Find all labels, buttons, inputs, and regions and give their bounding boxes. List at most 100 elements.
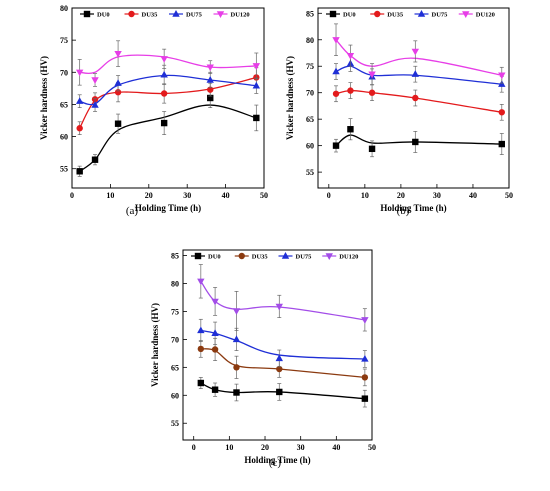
legend-marker [128, 10, 135, 18]
y-tick-label: 75 [171, 307, 179, 316]
legend-marker [238, 252, 245, 260]
series-line [335, 134, 502, 147]
series-line [200, 329, 365, 360]
legend-marker [374, 10, 381, 18]
legend-entry-du0: DU0 [97, 12, 110, 19]
series-du120 [75, 40, 261, 87]
series-line [200, 382, 365, 400]
data-point [276, 365, 283, 373]
data-point [160, 119, 168, 127]
legend-entry-du120: DU120 [476, 12, 495, 19]
y-tick-label: 55 [306, 168, 314, 177]
data-point [332, 67, 340, 75]
series-du75 [197, 318, 369, 368]
series-du35 [76, 67, 260, 135]
x-tick-label: 0 [192, 443, 196, 452]
data-point [76, 125, 83, 132]
panel-label: (a) [126, 205, 139, 217]
data-point [347, 87, 354, 94]
x-tick-label: 10 [361, 191, 369, 200]
data-point [211, 346, 219, 353]
x-tick-label: 50 [260, 191, 268, 200]
legend-entry-du0: DU0 [208, 254, 221, 261]
series-du35 [197, 337, 369, 387]
y-tick-label: 55 [171, 419, 179, 428]
y-tick-label: 80 [171, 280, 179, 289]
series-line [79, 104, 257, 172]
data-point [498, 80, 506, 87]
legend-entry-du75: DU75 [432, 12, 449, 19]
legend-marker [194, 252, 202, 260]
y-tick-label: 60 [60, 133, 68, 142]
legend: DU0 DU35 DU75 DU120 [191, 252, 358, 261]
legend-marker [325, 253, 333, 260]
y-tick-label: 65 [171, 363, 179, 372]
series-du0 [197, 377, 369, 408]
legend-marker [216, 11, 225, 18]
x-tick-label: 40 [469, 191, 477, 200]
data-point [91, 156, 99, 163]
data-point [114, 79, 122, 86]
data-point [114, 50, 122, 58]
y-tick-label: 70 [171, 335, 179, 344]
series-line [79, 76, 257, 129]
data-point [361, 395, 369, 402]
data-point [197, 278, 205, 286]
series-line [200, 280, 365, 321]
data-point [233, 364, 240, 371]
x-tick-label: 10 [225, 443, 233, 452]
data-point [411, 48, 420, 56]
data-point [206, 64, 214, 72]
series-line [335, 89, 502, 113]
y-tick-label: 80 [60, 4, 68, 13]
data-point [76, 168, 83, 175]
data-point [91, 101, 99, 108]
data-point [275, 303, 283, 311]
legend-entry-du35: DU35 [252, 254, 269, 261]
y-tick-label: 85 [171, 252, 179, 261]
y-tick-label: 60 [306, 142, 314, 151]
data-point [206, 76, 214, 83]
series-line [200, 348, 365, 379]
data-point [361, 354, 369, 362]
legend: DU0 DU35 DU75 DU120 [80, 10, 250, 19]
y-axis-title: Vicker hardness (HV) [285, 56, 295, 140]
data-point [368, 145, 376, 153]
data-point [91, 77, 99, 84]
y-tick-label: 60 [171, 391, 179, 400]
data-point [361, 374, 369, 381]
series-line [79, 74, 257, 106]
x-tick-label: 30 [183, 191, 191, 200]
x-tick-label: 20 [397, 191, 405, 200]
series-du35 [332, 82, 505, 121]
x-axis-title: Holding Time (h) [244, 455, 310, 465]
x-tick-label: 20 [145, 191, 153, 200]
y-tick-label: 55 [60, 165, 68, 174]
x-tick-label: 30 [297, 443, 305, 452]
series-du120 [197, 264, 369, 332]
data-point [114, 120, 122, 127]
x-tick-label: 10 [106, 191, 114, 200]
x-tick-label: 30 [433, 191, 441, 200]
series-line [79, 54, 257, 75]
data-point [207, 94, 214, 102]
x-tick-label: 50 [505, 191, 513, 200]
y-tick-label: 65 [306, 115, 314, 124]
data-point [232, 335, 241, 343]
y-tick-label: 65 [60, 100, 68, 109]
data-point [332, 142, 340, 149]
legend-marker [83, 10, 91, 18]
chart-panel-1: 0 10 20 30 40 50 55 60 65 70 75 80 Holding Time (h) V… [39, 4, 268, 217]
panel-label: (c) [269, 457, 282, 469]
data-point [160, 90, 168, 97]
data-point [160, 70, 168, 78]
series-du0 [76, 88, 260, 177]
data-point [332, 37, 340, 44]
legend-marker [417, 10, 426, 17]
legend-marker [329, 10, 337, 18]
legend: DU0 DU35 DU75 DU120 [326, 10, 495, 19]
data-point [211, 386, 219, 393]
x-axis-title: Holding Time (h) [135, 203, 201, 213]
data-point [412, 94, 419, 102]
y-tick-label: 70 [306, 89, 314, 98]
